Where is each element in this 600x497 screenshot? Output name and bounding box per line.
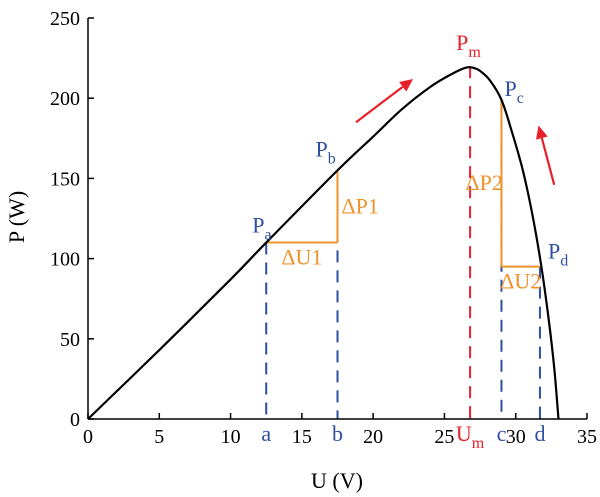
guide-label-3: c [497, 421, 507, 446]
x-tick-label-0: 0 [83, 426, 93, 448]
point-label-pa: Pa [252, 213, 271, 244]
x-tick-label-4: 20 [363, 426, 383, 448]
annotation-labels: a b Um c d ΔU1 ΔP1 ΔU2 ΔP2 Pa Pb Pm Pc Pd [252, 30, 568, 452]
delta-segments [266, 99, 540, 268]
guide-label-2: Um [456, 421, 485, 452]
y-tick-label-0: 0 [70, 409, 80, 431]
x-tick-label-2: 10 [221, 426, 241, 448]
x-tick-label-6: 30 [506, 426, 526, 448]
guide-label-4: d [534, 421, 545, 446]
point-label-pc: Pc [504, 76, 523, 107]
x-tick-label-7: 35 [577, 426, 597, 448]
x-tick-label-3: 15 [292, 426, 312, 448]
pv-curve-layer [87, 66, 560, 420]
direction-arrows [355, 78, 556, 186]
y-tick-label-1: 50 [60, 329, 80, 351]
point-label-pm: Pm [456, 30, 481, 61]
x-axis-label: U (V) [311, 468, 363, 493]
x-tick-label-1: 5 [154, 426, 164, 448]
delta-u-label-1: ΔU2 [500, 269, 541, 294]
y-axis-label: P (W) [4, 191, 29, 243]
delta-p-label-0: ΔP1 [342, 193, 379, 218]
direction-arrow-shaft-1 [540, 137, 556, 186]
direction-arrow-head-1 [536, 125, 548, 140]
delta-p-label-1: ΔP2 [465, 170, 502, 195]
y-tick-label-5: 250 [50, 8, 80, 30]
y-tick-label-4: 200 [50, 88, 80, 110]
point-label-pd: Pd [548, 239, 568, 270]
guide-label-1: b [332, 421, 343, 446]
y-tick-label-2: 100 [50, 249, 80, 271]
delta-u-label-0: ΔU1 [281, 245, 322, 270]
x-tick-label-5: 25 [434, 426, 454, 448]
direction-arrow-shaft-0 [355, 85, 404, 124]
guide-label-0: a [261, 421, 271, 446]
point-label-pb: Pb [316, 136, 336, 167]
pv-curve-series-0 [87, 66, 560, 420]
direction-arrow-head-0 [399, 78, 414, 92]
plot-frame [87, 18, 587, 420]
axis-ticks: 0 5 10 15 20 25 30 35 0 50 100 150 200 250 [50, 8, 597, 448]
y-tick-label-3: 150 [50, 168, 80, 190]
